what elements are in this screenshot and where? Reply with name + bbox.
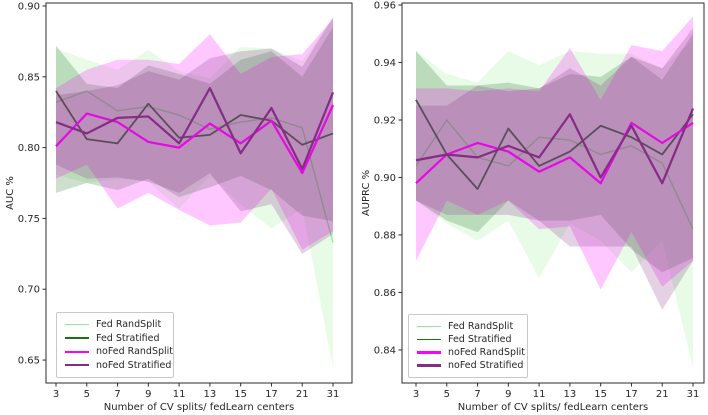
- y-tick-label: 0.70: [18, 285, 40, 296]
- series-band-0: [56, 17, 333, 368]
- y-tick-label: 0.90: [374, 173, 396, 184]
- series-line-3: [55, 87, 335, 170]
- x-tick-label: 3: [413, 389, 419, 400]
- legend-item: noFed RandSplit: [65, 345, 173, 359]
- series-band-1: [416, 33, 693, 273]
- x-tick-label: 11: [173, 389, 186, 400]
- legend-line-swatch: [65, 337, 89, 340]
- legend-item: noFed Stratified: [65, 359, 171, 373]
- x-tick-label: 13: [204, 389, 217, 400]
- plot-border: [45, 2, 353, 384]
- y-tick-label: 0.92: [374, 115, 396, 126]
- legend-line-swatch: [65, 364, 89, 367]
- plot-border: [401, 2, 705, 384]
- y-tick-label: 0.88: [374, 230, 396, 241]
- legend-label: noFed RandSplit: [448, 347, 526, 358]
- x-tick-label: 5: [84, 389, 90, 400]
- x-tick-label: 5: [444, 389, 450, 400]
- legend-line-swatch: [417, 325, 441, 328]
- legend-item: noFed RandSplit: [417, 346, 525, 359]
- y-tick-label: 0.65: [18, 356, 40, 367]
- series-band-1: [56, 27, 333, 222]
- series-band-2: [56, 18, 333, 250]
- x-tick-label: 7: [114, 389, 120, 400]
- series-line-1: [415, 99, 694, 190]
- legend-item: Fed RandSplit: [417, 320, 519, 333]
- x-tick-label: 3: [53, 389, 59, 400]
- legend-line-swatch: [65, 324, 89, 326]
- x-axis-label: Number of CV splits/ fedLearn centers: [104, 402, 295, 413]
- legend-auprc: Fed RandSplit Fed Stratified noFed RandS…: [408, 314, 528, 378]
- x-tick-label: 9: [145, 389, 151, 400]
- series-band-3: [56, 17, 333, 254]
- series-band-0: [416, 39, 693, 368]
- legend-item: Fed Stratified: [417, 333, 519, 346]
- legend-label: Fed Stratified: [448, 334, 512, 345]
- legend-label: Fed RandSplit: [448, 321, 514, 332]
- legend-line-swatch: [65, 350, 89, 353]
- y-tick-label: 0.96: [374, 1, 396, 12]
- series-line-2: [415, 121, 694, 185]
- legend-line-swatch: [417, 351, 441, 354]
- y-axis-label: AUPRC %: [361, 170, 372, 216]
- legend-label: noFed Stratified: [96, 359, 172, 371]
- x-tick-label: 31: [687, 389, 700, 400]
- auc-chart: 0.65 0.70 0.75 0.80 0.85 0.90 3 5 7 9 11 13 15 17 21 31…: [5, 1, 353, 413]
- series-line-0: [55, 90, 334, 243]
- legend-line-swatch: [417, 364, 441, 367]
- y-axis-label: AUC %: [5, 176, 16, 210]
- y-tick-label: 0.90: [18, 1, 40, 12]
- series-line-3: [415, 108, 695, 185]
- y-tick-label: 0.75: [18, 214, 40, 225]
- series-band-3: [416, 28, 693, 310]
- legend-label: Fed Stratified: [96, 332, 160, 344]
- y-tick-label: 0.94: [374, 58, 396, 69]
- y-tick-label: 0.85: [18, 72, 40, 83]
- legend-label: Fed RandSplit: [96, 319, 162, 331]
- x-axis-label: Number of CV splits/ fedLearn centers: [458, 402, 649, 413]
- x-tick-label: 15: [594, 389, 607, 400]
- x-tick-label: 31: [327, 389, 340, 400]
- x-tick-label: 9: [505, 389, 511, 400]
- x-tick-label: 21: [296, 389, 309, 400]
- x-tick-label: 17: [625, 389, 638, 400]
- y-tick-label: 0.86: [374, 288, 396, 299]
- legend-label: noFed RandSplit: [96, 346, 174, 358]
- y-tick-label: 0.84: [374, 345, 396, 356]
- series-line-2: [55, 104, 335, 175]
- x-tick-label: 11: [533, 389, 546, 400]
- auprc-chart: 0.84 0.86 0.88 0.90 0.92 0.94 0.96 3 5 7 9 11 13 15 17…: [361, 1, 705, 413]
- x-tick-label: 7: [474, 389, 480, 400]
- series-band-2: [416, 16, 693, 290]
- legend-line-swatch: [417, 338, 441, 341]
- x-tick-label: 15: [234, 389, 247, 400]
- legend-item: Fed RandSplit: [65, 318, 165, 332]
- x-tick-label: 17: [265, 389, 278, 400]
- legend-item: noFed Stratified: [417, 359, 523, 372]
- legend-label: noFed Stratified: [448, 360, 524, 371]
- x-tick-label: 13: [564, 389, 577, 400]
- y-tick-label: 0.80: [18, 143, 40, 154]
- x-tick-label: 21: [656, 389, 669, 400]
- legend-auc: Fed RandSplit Fed Stratified noFed RandS…: [56, 312, 174, 378]
- legend-item: Fed Stratified: [65, 332, 165, 346]
